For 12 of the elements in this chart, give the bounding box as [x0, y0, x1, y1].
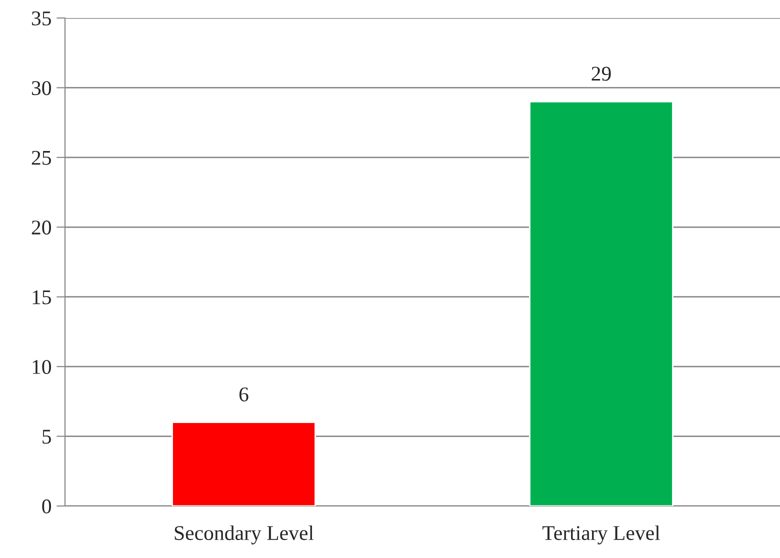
y-tick-label: 20 [32, 220, 52, 235]
data-label: 6 [239, 387, 248, 402]
y-tick-label: 0 [42, 499, 52, 514]
y-tick-label: 25 [32, 150, 51, 165]
y-tick-label: 35 [32, 11, 51, 26]
y-tick-label: 15 [32, 290, 51, 304]
y-tick-label: 5 [42, 430, 51, 444]
data-label: 29 [592, 66, 611, 81]
y-tick-label: 30 [32, 81, 52, 96]
x-tick-label: Secondary Level [174, 525, 314, 544]
x-tick-label: Tertiary Level [542, 525, 660, 544]
y-tick-label: 10 [32, 360, 52, 374]
